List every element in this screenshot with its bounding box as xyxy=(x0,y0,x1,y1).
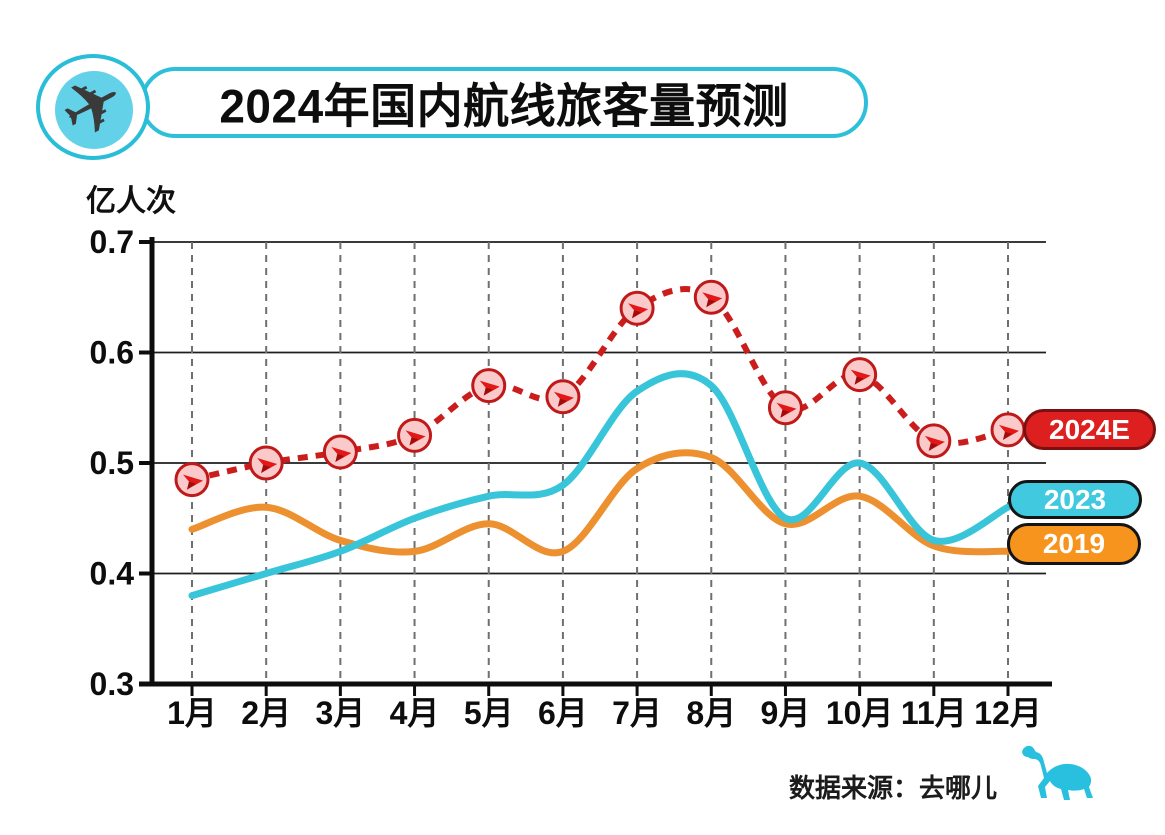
data-source-label: 数据来源：去哪儿 xyxy=(789,773,998,803)
airplane-logo: ✈ xyxy=(36,54,150,160)
x-tick-label-12月: 12月 xyxy=(974,695,1042,731)
x-tick-label-3月: 3月 xyxy=(315,695,365,731)
series-2019-line xyxy=(188,449,1012,557)
legend-2024e: 2024E xyxy=(1023,409,1156,450)
x-tick-label-4月: 4月 xyxy=(390,695,440,731)
x-tick-label-8月: 8月 xyxy=(686,695,736,731)
y-tick-label-0.7: 0.7 xyxy=(90,224,134,260)
page-title-pill: 2024年国内航线旅客量预测 xyxy=(140,67,868,138)
x-tick-label-11月: 11月 xyxy=(901,695,967,731)
marker-plane-icon-3月 xyxy=(322,434,358,470)
series-2024E-line xyxy=(191,286,1026,483)
y-axis-unit-label: 亿人次 xyxy=(86,185,176,218)
legend-2023: 2023 xyxy=(1008,480,1142,519)
marker-plane-icon-10月 xyxy=(842,357,878,393)
series-2023-line xyxy=(188,370,1012,600)
x-tick-label-7月: 7月 xyxy=(612,695,662,731)
marker-plane-icon-1月 xyxy=(174,462,210,498)
marker-plane-icon-7月 xyxy=(619,290,655,326)
x-tick-label-2月: 2月 xyxy=(241,695,291,731)
marker-plane-icon-5月 xyxy=(471,368,507,404)
x-tick-label-9月: 9月 xyxy=(761,695,811,731)
y-tick-label-0.5: 0.5 xyxy=(90,445,134,481)
airplane-logo-circle xyxy=(55,71,133,149)
page-title: 2024年国内航线旅客量预测 xyxy=(219,78,789,133)
legend-2023-label: 2023 xyxy=(1043,483,1107,515)
marker-plane-icon-4月 xyxy=(397,417,433,453)
x-tick-label-10月: 10月 xyxy=(826,695,894,731)
camel-icon xyxy=(1022,745,1093,800)
marker-plane-icon-12月 xyxy=(990,412,1026,448)
marker-plane-icon-8月 xyxy=(693,279,729,315)
marker-plane-icon-2月 xyxy=(248,445,284,481)
y-tick-label-0.3: 0.3 xyxy=(90,666,134,702)
marker-plane-icon-9月 xyxy=(767,390,803,426)
legend-2024e-label: 2024E xyxy=(1049,413,1130,445)
y-tick-label-0.6: 0.6 xyxy=(90,335,134,371)
marker-plane-icon-6月 xyxy=(545,379,581,415)
x-tick-label-6月: 6月 xyxy=(538,695,588,731)
legend-2019-label: 2019 xyxy=(1042,528,1106,559)
x-tick-label-5月: 5月 xyxy=(464,695,514,731)
x-tick-label-1月: 1月 xyxy=(167,695,217,731)
legend-2019: 2019 xyxy=(1007,523,1141,565)
y-tick-label-0.4: 0.4 xyxy=(90,556,135,592)
marker-plane-icon-11月 xyxy=(916,423,952,459)
